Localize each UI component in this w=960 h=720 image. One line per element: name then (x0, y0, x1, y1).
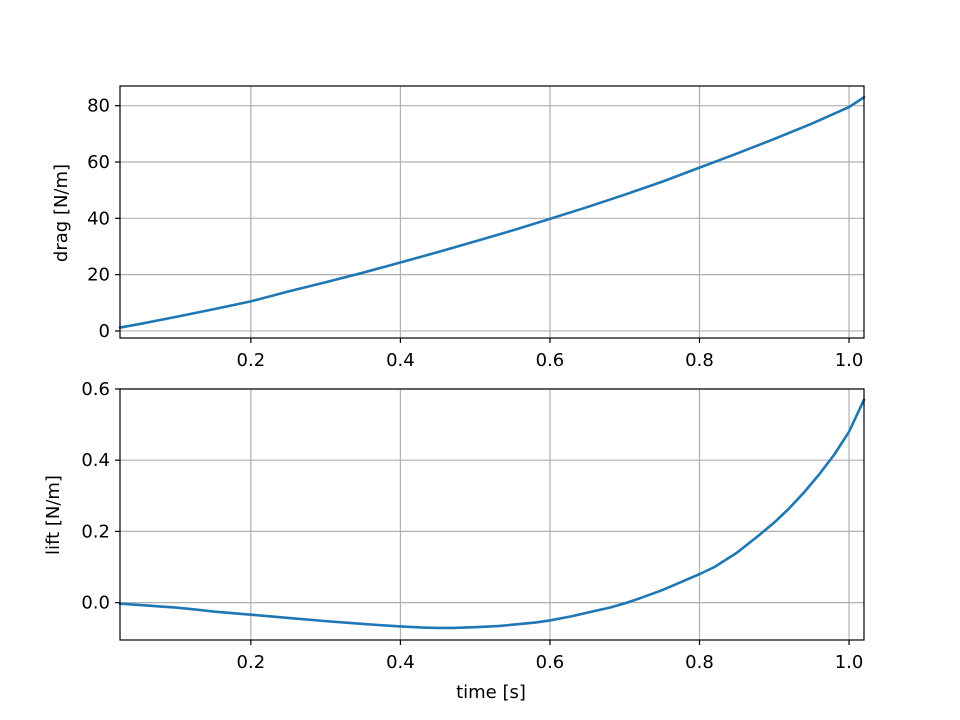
lift-x-tick-label: 0.6 (536, 652, 565, 673)
lift-x-tick-label: 0.8 (685, 652, 714, 673)
drag-panel: 0.2 0.4 0.6 0.8 1.0 0 20 40 60 80 (87, 85, 866, 371)
lift-series-line (118, 398, 866, 630)
drag-x-tick-label: 0.6 (536, 350, 565, 371)
drag-y-tick-label: 80 (87, 96, 110, 117)
drag-x-tick-label: 0.2 (237, 350, 266, 371)
lift-y-axis-label: lift [N/m] (43, 475, 64, 555)
drag-x-tick-label: 0.8 (685, 350, 714, 371)
drag-y-tick-label: 20 (87, 265, 110, 286)
drag-x-tick-label: 0.4 (386, 350, 415, 371)
drag-x-tick-label: 1.0 (835, 350, 864, 371)
lift-y-tick-label: 0.4 (81, 450, 110, 471)
time-x-axis-label: time [s] (456, 682, 526, 703)
drag-y-tick-label: 0 (99, 321, 110, 342)
drag-axes-frame (119, 85, 865, 339)
drag-y-tick-label: 60 (87, 152, 110, 173)
lift-x-tick-label: 0.2 (237, 652, 266, 673)
drag-y-tick-label: 40 (87, 208, 110, 229)
lift-y-tick-label: 0.6 (81, 379, 110, 400)
lift-y-tick-label: 0.0 (81, 593, 110, 614)
drag-series-line (118, 95, 866, 329)
lift-x-tick-label: 0.4 (386, 652, 415, 673)
lift-x-tick-label: 1.0 (835, 652, 864, 673)
lift-y-tick-label: 0.2 (81, 521, 110, 542)
lift-panel: 0.2 0.4 0.6 0.8 1.0 0.0 0.2 0.4 0.6 (81, 379, 866, 673)
drag-y-axis-label: drag [N/m] (51, 164, 72, 262)
lift-axes-frame (119, 388, 865, 641)
